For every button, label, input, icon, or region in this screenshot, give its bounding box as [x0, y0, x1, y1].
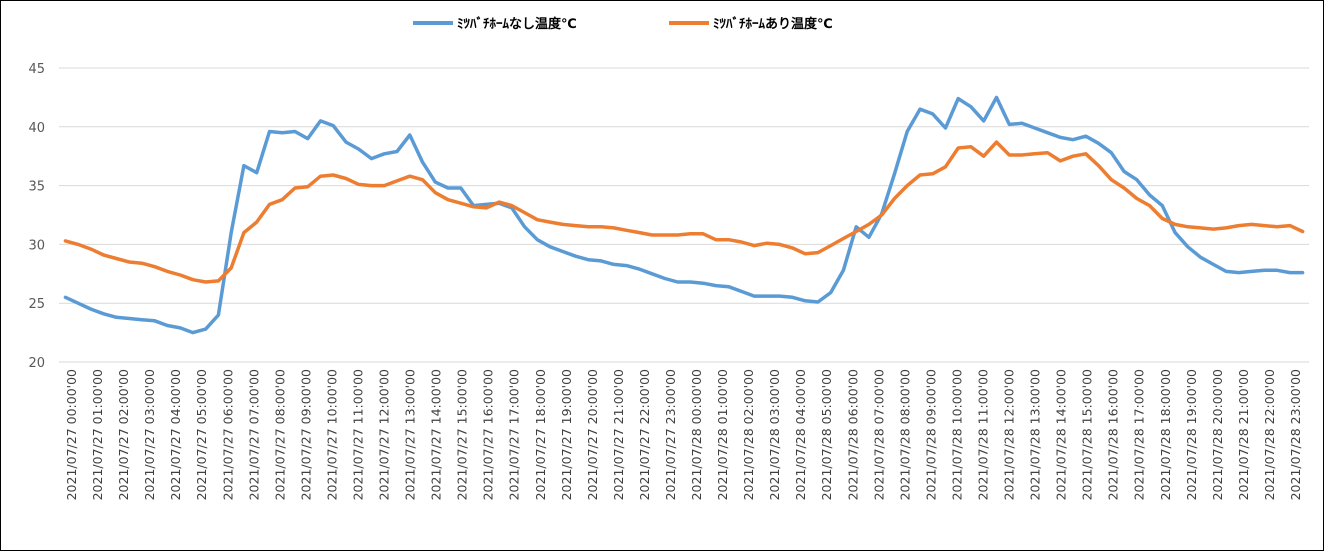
- x-tick-label: 2021/07/28 22:00'00: [1262, 369, 1277, 500]
- x-tick-label: 2021/07/28 10:00'00: [949, 369, 964, 500]
- series-line-0: [65, 97, 1302, 332]
- x-tick-label: 2021/07/28 13:00'00: [1028, 369, 1043, 500]
- x-tick-label: 2021/07/27 17:00'00: [507, 369, 522, 500]
- x-tick-label: 2021/07/28 23:00'00: [1288, 369, 1303, 500]
- legend: ﾐﾂﾊﾞﾁﾎｰﾑなし温度℃ ﾐﾂﾊﾞﾁﾎｰﾑあり温度℃: [413, 16, 833, 32]
- x-tick-label: 2021/07/28 18:00'00: [1158, 369, 1173, 500]
- x-tick-label: 2021/07/27 06:00'00: [220, 369, 235, 500]
- y-tick-label: 30: [28, 238, 45, 253]
- x-tick-label: 2021/07/27 05:00'00: [194, 369, 209, 500]
- x-tick-label: 2021/07/28 20:00'00: [1210, 369, 1225, 500]
- x-tick-label: 2021/07/28 05:00'00: [819, 369, 834, 500]
- y-tick-label: 45: [28, 62, 45, 77]
- x-tick-label: 2021/07/27 02:00'00: [116, 369, 131, 500]
- x-tick-label: 2021/07/28 06:00'00: [845, 369, 860, 500]
- x-tick-label: 2021/07/27 19:00'00: [559, 369, 574, 500]
- x-tick-label: 2021/07/28 03:00'00: [767, 369, 782, 500]
- x-tick-label: 2021/07/27 14:00'00: [429, 369, 444, 500]
- x-tick-label: 2021/07/28 14:00'00: [1054, 369, 1069, 500]
- x-tick-label: 2021/07/28 02:00'00: [741, 369, 756, 500]
- x-tick-label: 2021/07/28 08:00'00: [897, 369, 912, 500]
- x-tick-label: 2021/07/27 10:00'00: [324, 369, 339, 500]
- legend-label-with-hive: ﾐﾂﾊﾞﾁﾎｰﾑあり温度℃: [713, 16, 833, 32]
- x-tick-label: 2021/07/27 01:00'00: [90, 369, 105, 500]
- x-tick-label: 2021/07/27 00:00'00: [64, 369, 79, 500]
- x-tick-label: 2021/07/27 15:00'00: [455, 369, 470, 500]
- y-tick-label: 25: [28, 297, 45, 312]
- x-tick-label: 2021/07/28 07:00'00: [871, 369, 886, 500]
- x-tick-label: 2021/07/27 11:00'00: [350, 369, 365, 500]
- x-tick-label: 2021/07/28 19:00'00: [1184, 369, 1199, 500]
- x-tick-label: 2021/07/28 21:00'00: [1236, 369, 1251, 500]
- series-lines: [65, 97, 1302, 332]
- x-tick-label: 2021/07/27 09:00'00: [298, 369, 313, 500]
- x-tick-label: 2021/07/27 03:00'00: [142, 369, 157, 500]
- x-tick-label: 2021/07/28 15:00'00: [1080, 369, 1095, 500]
- x-tick-label: 2021/07/28 11:00'00: [975, 369, 990, 500]
- x-tick-label: 2021/07/28 17:00'00: [1132, 369, 1147, 500]
- y-tick-label: 40: [28, 121, 45, 136]
- x-tick-label: 2021/07/27 16:00'00: [481, 369, 496, 500]
- x-tick-label: 2021/07/27 07:00'00: [246, 369, 261, 500]
- x-tick-label: 2021/07/28 04:00'00: [793, 369, 808, 500]
- x-tick-label: 2021/07/27 13:00'00: [403, 369, 418, 500]
- x-tick-label: 2021/07/27 04:00'00: [168, 369, 183, 500]
- y-axis: 20 25 30 35 40 45: [28, 62, 45, 371]
- x-tick-label: 2021/07/27 23:00'00: [663, 369, 678, 500]
- y-tick-label: 20: [28, 356, 45, 371]
- x-tick-label: 2021/07/27 18:00'00: [533, 369, 548, 500]
- y-tick-label: 35: [28, 180, 45, 195]
- x-tick-label: 2021/07/27 12:00'00: [377, 369, 392, 500]
- x-tick-label: 2021/07/27 22:00'00: [637, 369, 652, 500]
- x-tick-label: 2021/07/28 12:00'00: [1002, 369, 1017, 500]
- x-tick-label: 2021/07/28 00:00'00: [689, 369, 704, 500]
- x-tick-label: 2021/07/27 08:00'00: [272, 369, 287, 500]
- x-tick-label: 2021/07/28 16:00'00: [1106, 369, 1121, 500]
- x-tick-label: 2021/07/27 21:00'00: [611, 369, 626, 500]
- x-tick-label: 2021/07/28 09:00'00: [923, 369, 938, 500]
- gridlines: [59, 68, 1309, 362]
- x-axis: 2021/07/27 00:00'00 2021/07/27 01:00'00 20…: [64, 369, 1303, 500]
- legend-label-no-hive: ﾐﾂﾊﾞﾁﾎｰﾑなし温度℃: [457, 16, 577, 32]
- x-tick-label: 2021/07/27 20:00'00: [585, 369, 600, 500]
- x-tick-label: 2021/07/28 01:00'00: [715, 369, 730, 500]
